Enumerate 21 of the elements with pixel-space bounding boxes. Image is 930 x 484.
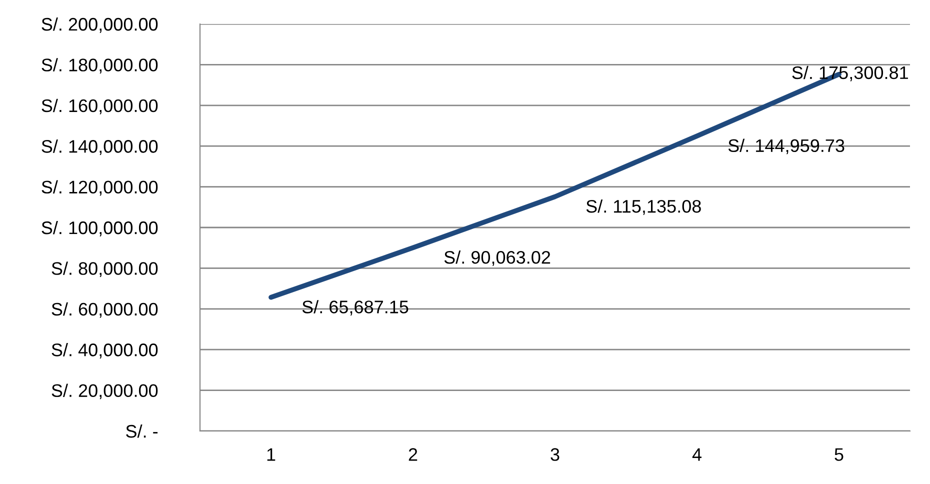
- y-tick-label: S/. 100,000.00: [42, 220, 158, 236]
- y-tick-label: S/. 60,000.00: [52, 302, 158, 318]
- y-tick-label: S/. 40,000.00: [52, 343, 158, 358]
- y-tick-label: S/. 160,000.00: [42, 98, 158, 114]
- y-tick-label: S/. 180,000.00: [42, 58, 158, 74]
- x-tick-label: 3: [550, 448, 560, 461]
- x-tick-label: 1: [267, 448, 276, 461]
- y-tick-label: S/. 80,000.00: [52, 262, 158, 278]
- text: S/. 65,687.15: [302, 300, 408, 316]
- text: S/. 175,300.81: [792, 66, 908, 82]
- y-tick-label: S/. 200,000.00: [42, 17, 158, 33]
- y-tick-label: S/. 20,000.00: [52, 384, 158, 400]
- x-tick-label: 4: [692, 448, 702, 461]
- text: S/. 144,959.73: [728, 138, 844, 154]
- text: S/. 90,063.02: [444, 250, 550, 266]
- x-tick-label: 5: [834, 448, 844, 461]
- y-tick-label: S/. 140,000.00: [42, 140, 158, 155]
- text: S/. 115,135.08: [586, 199, 701, 215]
- y-tick-label: S/. -: [126, 424, 158, 438]
- x-tick-label: 2: [408, 448, 418, 461]
- y-tick-label: S/. 120,000.00: [42, 180, 158, 196]
